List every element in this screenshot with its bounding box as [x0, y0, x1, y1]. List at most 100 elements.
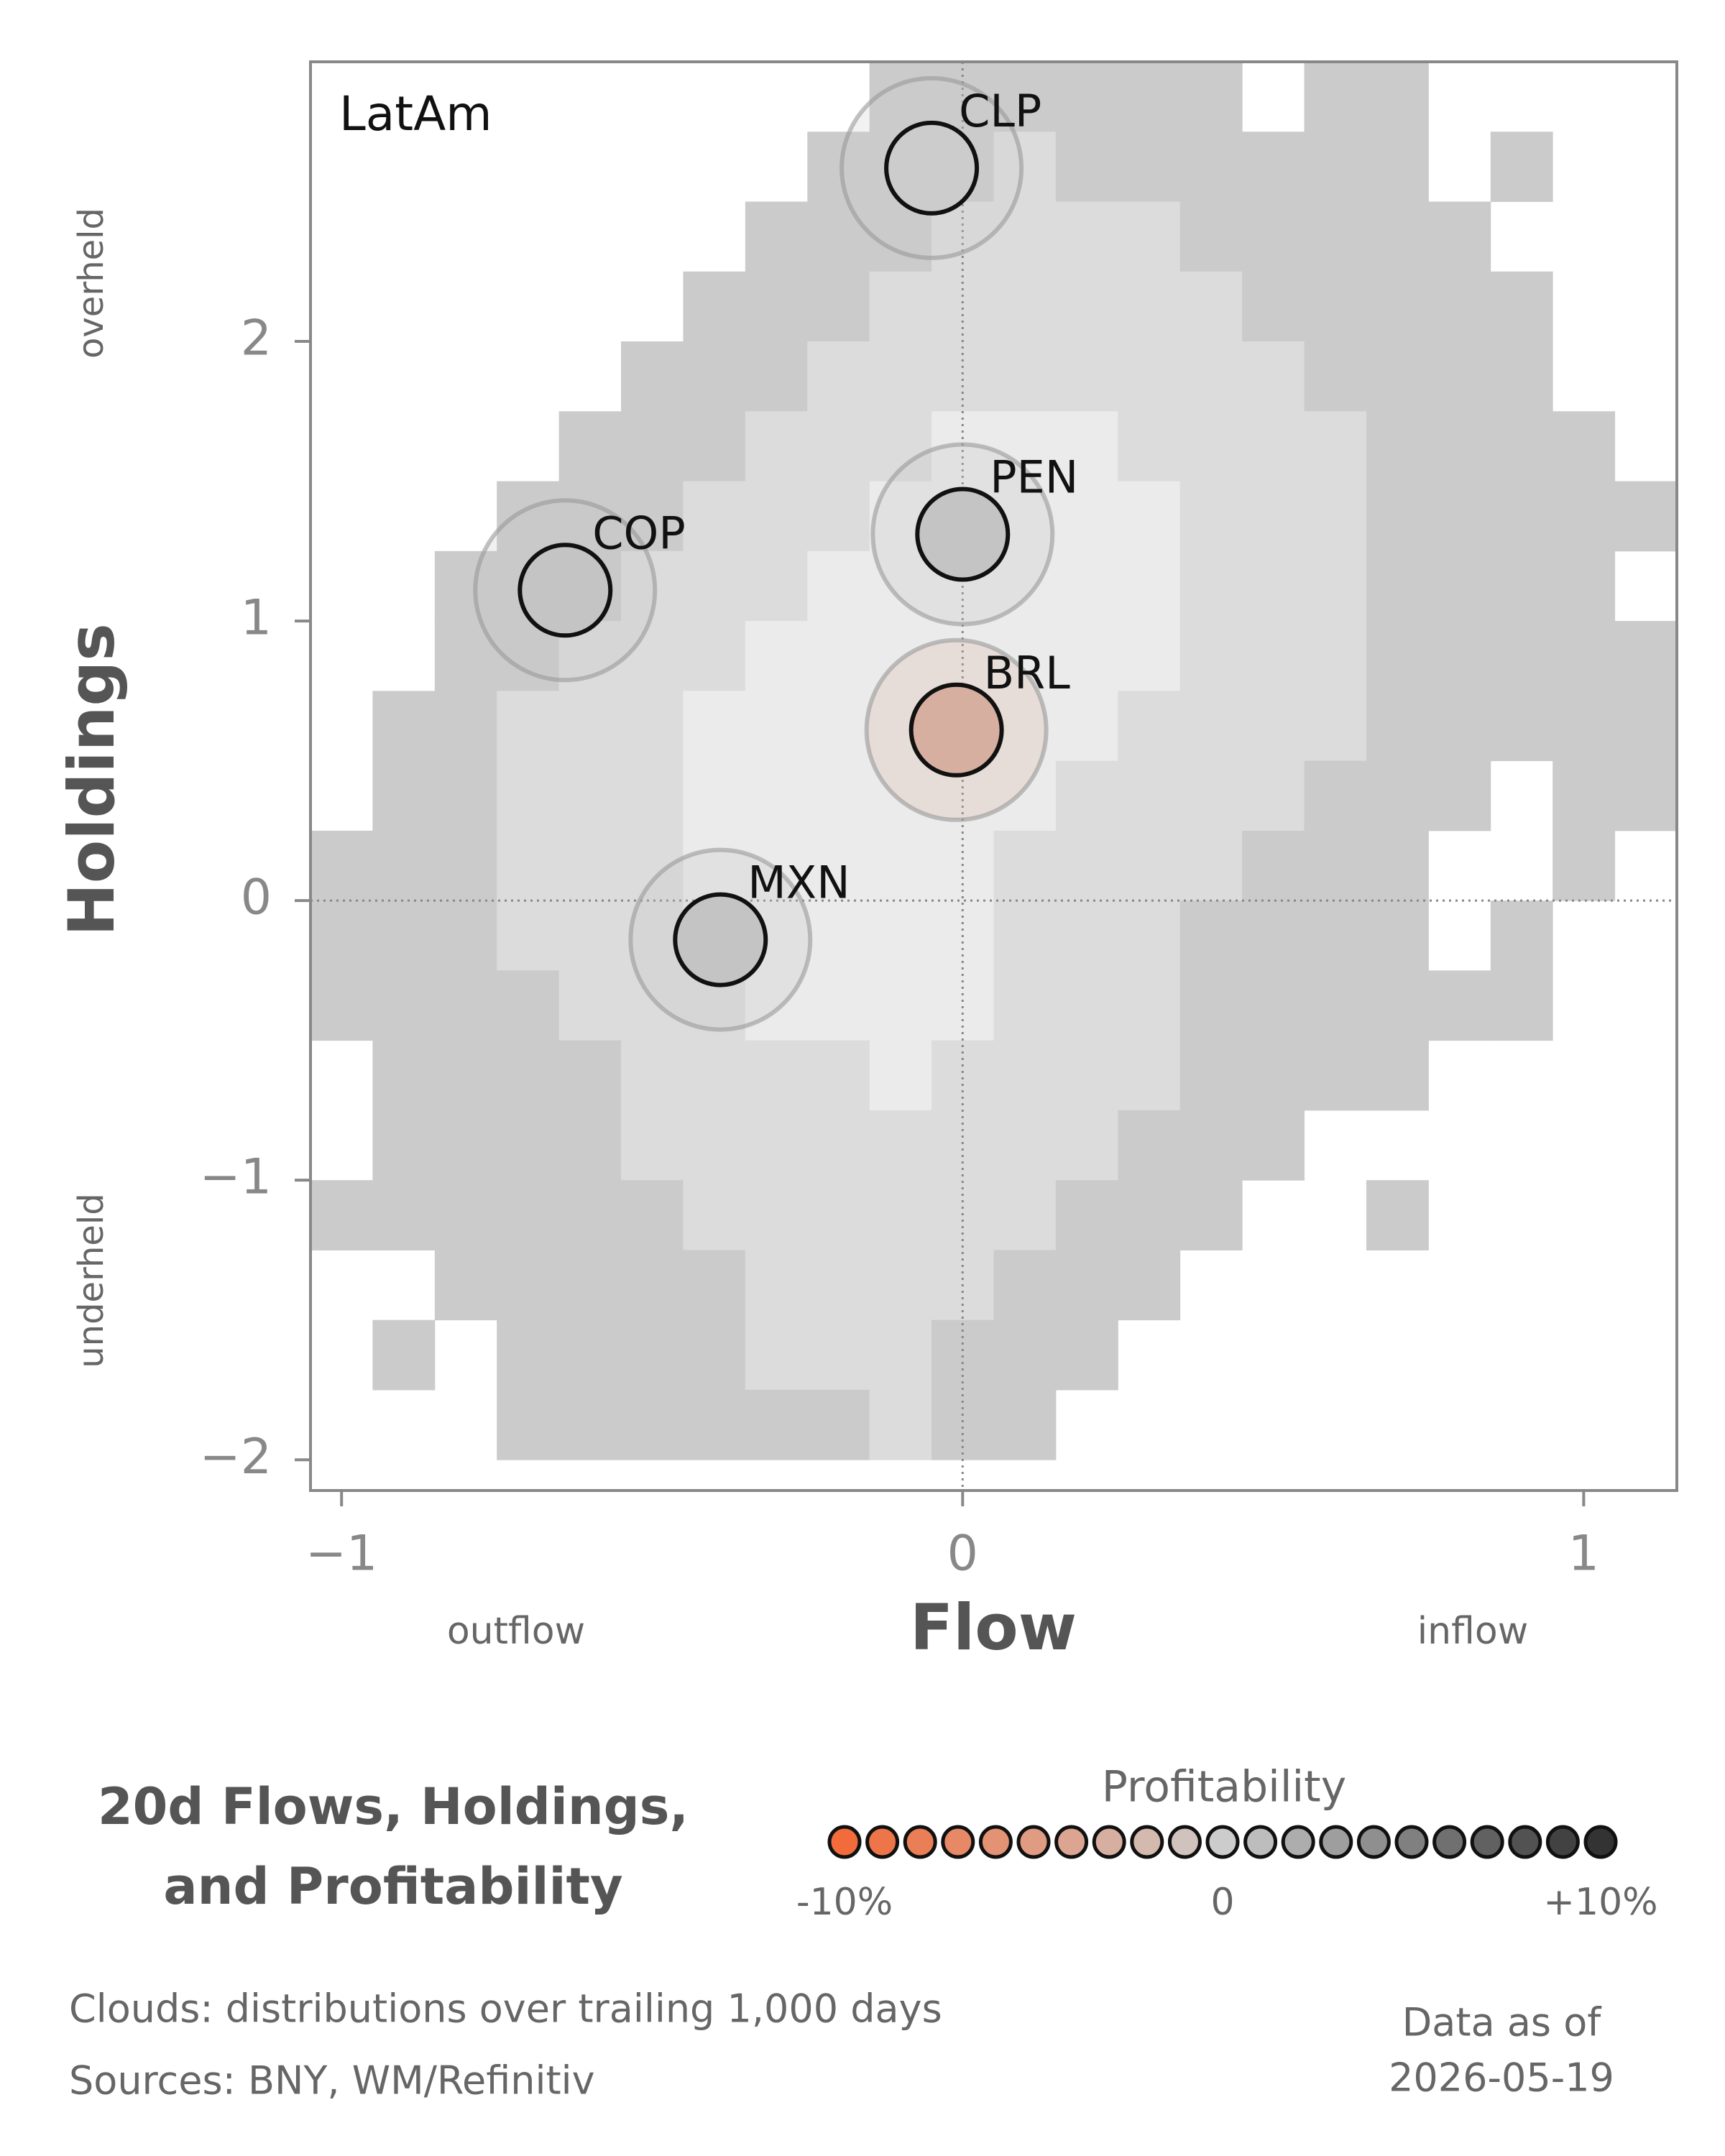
- cloud-cell: [683, 341, 746, 412]
- cloud-cell: [497, 900, 560, 971]
- cloud-cell: [807, 830, 870, 901]
- cloud-cell: [1055, 900, 1118, 971]
- y-tick-label: −1: [200, 1149, 272, 1206]
- cloud-cell: [807, 1040, 870, 1111]
- cloud-cell: [1118, 271, 1181, 342]
- cloud-cell: [1614, 621, 1678, 691]
- cloud-cell: [932, 1040, 994, 1111]
- cloud-cell: [372, 1040, 436, 1111]
- cloud-cell: [807, 1250, 870, 1321]
- cloud-cell: [807, 760, 870, 831]
- cloud-cell: [683, 1180, 746, 1250]
- cloud-cell: [1118, 900, 1181, 971]
- cloud-cell: [1242, 341, 1305, 412]
- cloud-cell: [1055, 411, 1118, 482]
- cloud-cell: [993, 341, 1057, 412]
- cloud-cell: [993, 1180, 1057, 1250]
- x-axis-label: Flow: [910, 1590, 1077, 1664]
- cloud-cell: [1179, 760, 1243, 831]
- cloud-cell: [1366, 132, 1429, 203]
- cloud-cell: [1428, 760, 1491, 831]
- cloud-cell: [745, 271, 808, 342]
- y-high-label: overheld: [71, 208, 111, 359]
- cloud-cell: [993, 1319, 1057, 1391]
- cloud-cell: [807, 970, 870, 1041]
- cloud-cell: [683, 1250, 746, 1321]
- cloud-cell: [1055, 1110, 1118, 1181]
- legend-dot: [1432, 1825, 1467, 1859]
- cloud-cell: [1304, 411, 1367, 482]
- cloud-cell: [1366, 62, 1429, 132]
- cloud-cell: [1242, 830, 1305, 901]
- cloud-cell: [932, 1389, 994, 1460]
- cloud-cell: [869, 1180, 932, 1250]
- cloud-cell: [1179, 481, 1243, 552]
- cloud-cell: [869, 550, 932, 622]
- cloud-cell: [869, 1040, 932, 1111]
- cloud-cell: [1055, 691, 1118, 762]
- cloud-cell: [621, 1180, 684, 1250]
- note: Sources: BNY, WM/Refinitiv: [69, 2058, 595, 2104]
- legend-dot: [1583, 1825, 1618, 1859]
- cloud-cell: [1118, 1040, 1181, 1111]
- cloud-cell: [869, 271, 932, 342]
- cloud-cell: [310, 970, 373, 1041]
- cloud-cell: [745, 1250, 808, 1321]
- cloud-cell: [1366, 271, 1429, 342]
- cloud-cell: [683, 691, 746, 762]
- cloud-cell: [1118, 760, 1181, 831]
- cloud-cell: [1304, 132, 1367, 203]
- legend-tick-label: 0: [1210, 1881, 1234, 1924]
- cloud-cell: [1304, 970, 1367, 1041]
- legend-dot: [1356, 1825, 1391, 1859]
- cloud-cell: [993, 201, 1057, 272]
- legend-dot: [1281, 1825, 1315, 1859]
- point: [884, 120, 980, 216]
- title-line: and Profitability: [163, 1857, 622, 1916]
- cloud-cell: [558, 970, 622, 1041]
- legend-dot: [1545, 1825, 1580, 1859]
- cloud-cell: [1304, 760, 1367, 831]
- cloud-cell: [745, 760, 808, 831]
- cloud-cell: [434, 1180, 497, 1250]
- cloud-cell: [1055, 1319, 1118, 1391]
- cloud-cell: [683, 411, 746, 482]
- cloud-cell: [497, 691, 560, 762]
- legend-tick-label: +10%: [1543, 1881, 1657, 1924]
- cloud-cell: [683, 1040, 746, 1111]
- cloud-cell: [1366, 201, 1429, 272]
- legend-dot: [1319, 1825, 1353, 1859]
- x-tick-label: 0: [947, 1526, 978, 1583]
- cloud-cell: [807, 1180, 870, 1250]
- legend-dot: [1243, 1825, 1278, 1859]
- legend-dot: [865, 1825, 900, 1859]
- cloud-cell: [683, 550, 746, 622]
- cloud-cell: [558, 691, 622, 762]
- cloud-cell: [1490, 900, 1553, 971]
- cloud-cell: [993, 900, 1057, 971]
- cloud-cell: [310, 1180, 373, 1250]
- cloud-cell: [745, 201, 808, 272]
- x-high-label: inflow: [1417, 1610, 1529, 1653]
- cloud-cell: [558, 1389, 622, 1460]
- cloud-cell: [497, 830, 560, 901]
- cloud-cell: [1118, 970, 1181, 1041]
- cloud-cell: [683, 1110, 746, 1181]
- cloud-cell: [1490, 132, 1553, 203]
- cloud-cell: [1428, 341, 1491, 412]
- cloud-cell: [434, 1250, 497, 1321]
- y-tick-label: 2: [241, 310, 272, 367]
- cloud-cell: [434, 1110, 497, 1181]
- cloud-cell: [372, 1110, 436, 1181]
- cloud-cell: [869, 1389, 932, 1460]
- legend-dot: [827, 1825, 862, 1859]
- plot-layer: CLP PEN COP BRL MXN: [309, 60, 1678, 1492]
- cloud-cell: [1366, 621, 1429, 691]
- cloud-cell: [1304, 900, 1367, 971]
- cloud-cell: [1055, 550, 1118, 622]
- cloud-cell: [745, 621, 808, 691]
- cloud-cell: [558, 900, 622, 971]
- cloud-cell: [807, 1389, 870, 1460]
- cloud-cell: [558, 1180, 622, 1250]
- cloud-cell: [745, 341, 808, 412]
